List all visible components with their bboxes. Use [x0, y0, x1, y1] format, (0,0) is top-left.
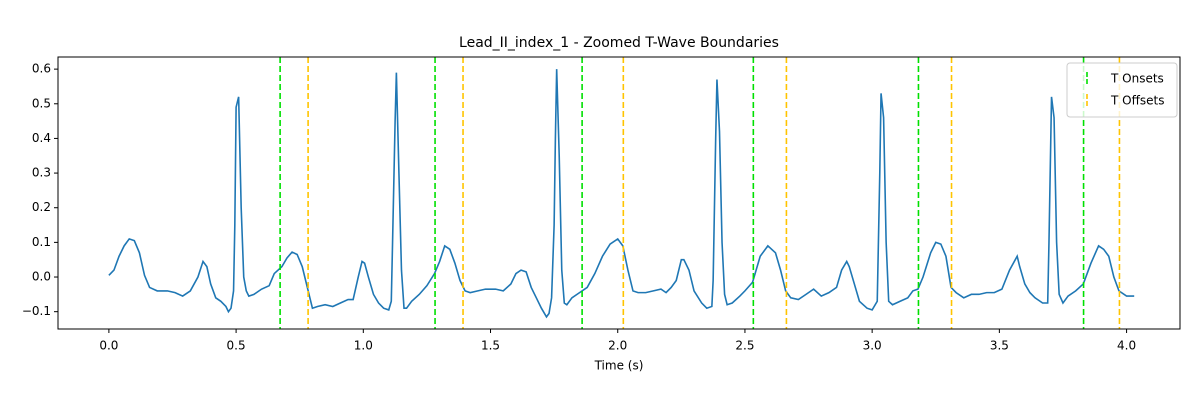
x-tick-label: 1.0 — [354, 339, 373, 353]
y-tick-label: 0.1 — [32, 235, 51, 249]
y-tick-label: 0.6 — [32, 62, 51, 76]
x-tick-label: 4.0 — [1117, 339, 1136, 353]
y-tick-label: 0.5 — [32, 96, 51, 110]
x-tick-label: 2.5 — [735, 339, 754, 353]
y-tick-label: 0.3 — [32, 166, 51, 180]
x-tick-label: 1.5 — [481, 339, 500, 353]
x-tick-label: 0.0 — [99, 339, 118, 353]
x-tick-label: 2.0 — [608, 339, 627, 353]
chart-title: Lead_II_index_1 - Zoomed T-Wave Boundari… — [459, 35, 779, 51]
legend-label: T Onsets — [1110, 72, 1164, 86]
legend: T Onsets T Offsets — [1066, 62, 1178, 118]
x-tick-label: 3.5 — [990, 339, 1009, 353]
line-series — [108, 69, 1135, 319]
y-tick-label: 0.2 — [32, 200, 51, 214]
y-tick-label: 0.4 — [32, 131, 51, 145]
x-tick-label: 3.0 — [863, 339, 882, 353]
y-tick-label: −0.1 — [22, 304, 51, 318]
x-tick-label: 0.5 — [227, 339, 246, 353]
legend-box — [1066, 62, 1178, 118]
axes-frame — [57, 56, 1181, 330]
legend-label: T Offsets — [1110, 94, 1164, 108]
x-axis-label: Time (s) — [594, 359, 644, 373]
y-tick-label: 0.0 — [32, 270, 51, 284]
